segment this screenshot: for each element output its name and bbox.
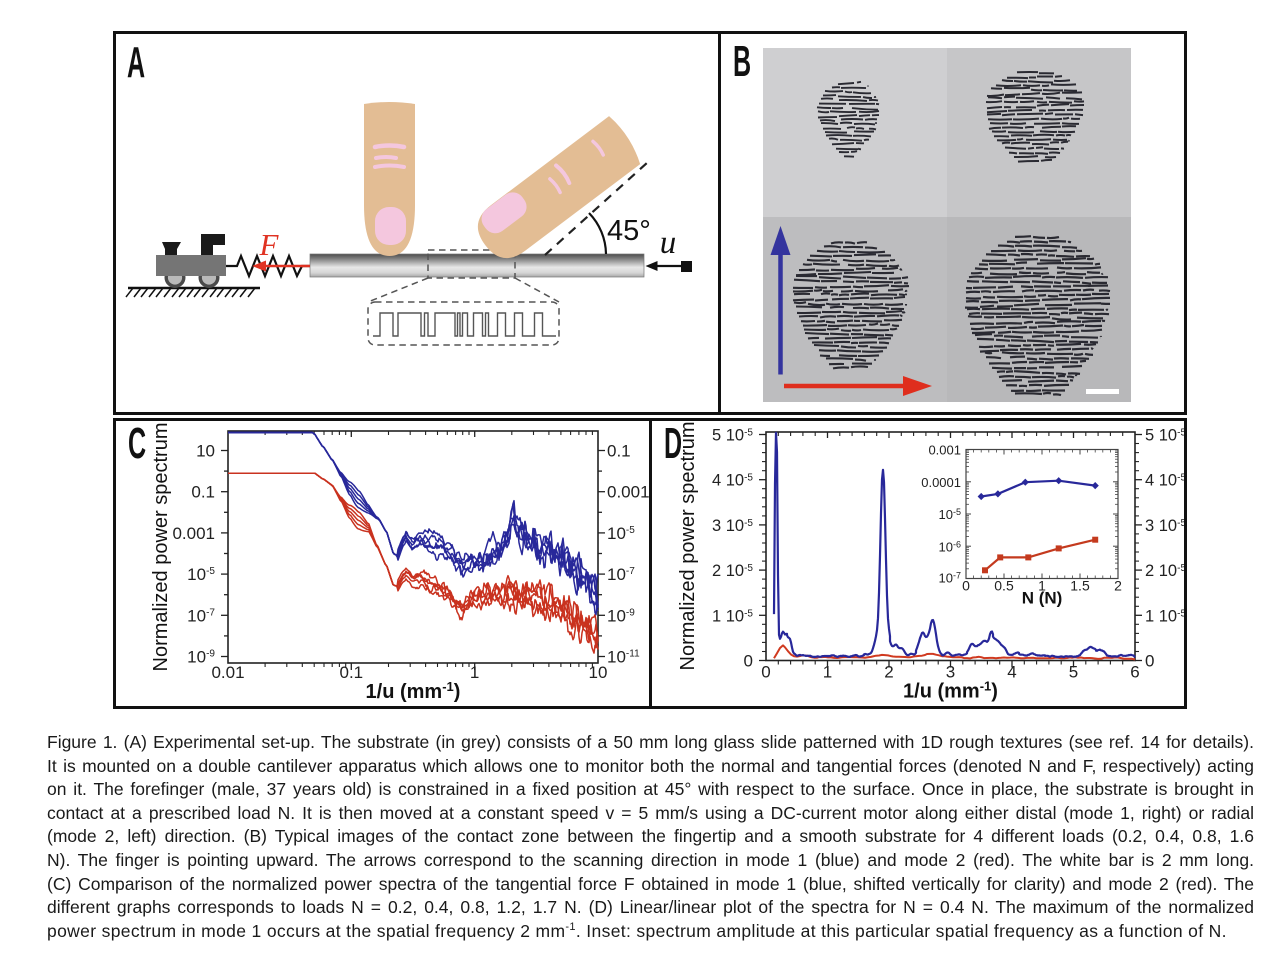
- svg-text:4 10-5: 4 10-5: [1145, 472, 1186, 490]
- svg-text:N (N): N (N): [1022, 589, 1063, 608]
- svg-text:1.5: 1.5: [1070, 578, 1090, 594]
- svg-text:0: 0: [1145, 652, 1154, 671]
- svg-text:3 10-5: 3 10-5: [1145, 517, 1186, 535]
- svg-text:10-11: 10-11: [607, 648, 640, 667]
- svg-text:1: 1: [470, 663, 479, 682]
- svg-text:5 10-5: 5 10-5: [1145, 427, 1186, 445]
- svg-text:10: 10: [196, 442, 215, 461]
- svg-text:0.0001: 0.0001: [921, 475, 961, 490]
- svg-text:2: 2: [1114, 578, 1122, 594]
- svg-text:10-7: 10-7: [939, 571, 961, 586]
- svg-text:0.1: 0.1: [340, 663, 364, 682]
- svg-text:C: C: [128, 419, 146, 468]
- svg-text:6: 6: [1130, 663, 1139, 682]
- svg-text:1/u (mm-1): 1/u (mm-1): [903, 679, 998, 703]
- svg-text:F: F: [259, 227, 280, 262]
- svg-text:2 10-5: 2 10-5: [1145, 562, 1186, 580]
- svg-text:0.1: 0.1: [607, 442, 631, 461]
- svg-text:2: 2: [884, 663, 893, 682]
- svg-text:0.001: 0.001: [607, 483, 650, 502]
- svg-text:10: 10: [589, 663, 608, 682]
- svg-text:1 10-5: 1 10-5: [712, 607, 753, 625]
- svg-text:0.5: 0.5: [994, 578, 1014, 594]
- svg-text:10-5: 10-5: [187, 565, 215, 584]
- svg-text:Normalized power spectrum: Normalized power spectrum: [677, 422, 699, 671]
- svg-text:0: 0: [744, 652, 753, 671]
- svg-text:10-6: 10-6: [939, 539, 961, 554]
- svg-text:A: A: [127, 38, 145, 87]
- svg-text:0.001: 0.001: [172, 524, 215, 543]
- svg-text:0.1: 0.1: [191, 483, 215, 502]
- svg-text:2 10-5: 2 10-5: [712, 562, 753, 580]
- svg-text:10-5: 10-5: [939, 507, 961, 522]
- svg-text:5: 5: [1069, 663, 1078, 682]
- svg-text:1: 1: [823, 663, 832, 682]
- svg-text:10-9: 10-9: [607, 606, 635, 625]
- svg-text:0: 0: [761, 663, 770, 682]
- svg-text:5 10-5: 5 10-5: [712, 427, 753, 445]
- svg-text:1: 1: [1038, 578, 1046, 594]
- svg-text:10-7: 10-7: [187, 606, 215, 625]
- svg-text:1/u (mm-1): 1/u (mm-1): [366, 679, 461, 703]
- svg-text:3 10-5: 3 10-5: [712, 517, 753, 535]
- svg-text:u: u: [660, 225, 677, 261]
- svg-text:B: B: [733, 37, 751, 86]
- svg-text:1 10-5: 1 10-5: [1145, 607, 1186, 625]
- svg-text:4 10-5: 4 10-5: [712, 472, 753, 490]
- svg-text:0.01: 0.01: [211, 663, 244, 682]
- svg-text:45°: 45°: [607, 215, 651, 247]
- svg-text:D: D: [664, 419, 682, 468]
- svg-text:10-7: 10-7: [607, 565, 635, 584]
- svg-text:0.001: 0.001: [928, 443, 961, 458]
- svg-text:4: 4: [1007, 663, 1016, 682]
- svg-text:3: 3: [946, 663, 955, 682]
- svg-text:10-5: 10-5: [607, 524, 635, 543]
- svg-text:0: 0: [962, 578, 970, 594]
- svg-text:Normalized power spectrum: Normalized power spectrum: [150, 423, 172, 672]
